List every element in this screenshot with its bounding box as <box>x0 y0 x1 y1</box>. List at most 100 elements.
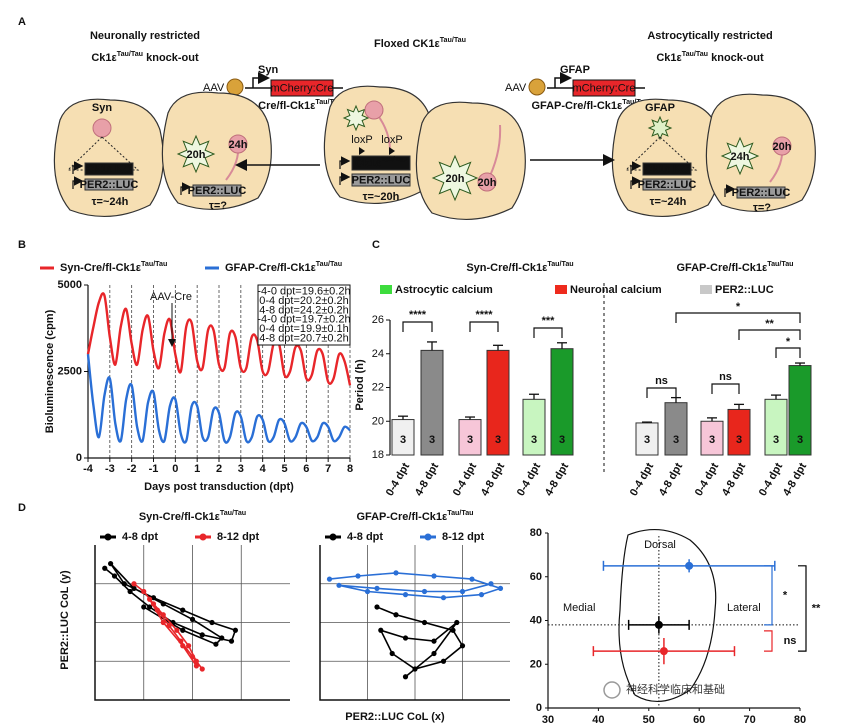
x-axis-label-part: Days post transduction (dpt) <box>144 481 294 493</box>
neuron-label: 20h <box>478 177 497 189</box>
trajectory-point <box>440 595 447 601</box>
n-label: 3 <box>736 434 742 446</box>
y-tick-label: 0 <box>76 452 82 464</box>
significance-label-part: * <box>783 589 788 601</box>
y-axis-label: Bioluminescence (cpm) <box>44 309 56 433</box>
n-label: 3 <box>673 434 679 446</box>
significance-bracket <box>533 327 563 338</box>
trajectory-point <box>166 623 172 629</box>
x-tick-label-part: 80 <box>794 714 806 726</box>
x-tick-label-part: 4 <box>260 463 267 475</box>
panel-letter-part: D <box>18 502 26 514</box>
period-label: -4-0 dpt=19.6±0.2h <box>257 285 350 297</box>
n-label-part: 3 <box>797 434 803 446</box>
x-tick-label: -1 <box>149 463 159 475</box>
astrocyte <box>176 134 216 174</box>
period-label-part: 4-8 dpt=24.2±0.2h <box>259 304 349 316</box>
legend-label-part: 8-12 dpt <box>217 531 260 543</box>
trajectory-point <box>228 638 235 644</box>
panel-letter: A <box>18 16 26 28</box>
star-label: 20h <box>446 173 465 185</box>
x-tick-label: 4-8 dpt <box>657 461 686 499</box>
annotation: Medial <box>563 602 595 614</box>
cell-label: Syn <box>92 102 112 114</box>
trajectory-point <box>180 607 186 613</box>
significance-bracket <box>646 387 677 398</box>
x-tick-label-part: 0-4 dpt <box>693 461 722 499</box>
bar <box>727 408 751 456</box>
annotation: Dorsal <box>644 539 676 551</box>
bar <box>764 398 788 456</box>
brain-outline <box>618 528 717 702</box>
group-title: GFAP-Cre/fl-Ck1εTau/Tau <box>676 260 793 274</box>
n-label: 3 <box>429 434 435 446</box>
x-tick-label: 0-4 dpt <box>628 461 657 499</box>
x-tick-label-part: 0-4 dpt <box>384 461 413 499</box>
panel-title-part: Floxed CK1ε <box>374 38 441 50</box>
brain <box>53 98 164 217</box>
trajectory-line <box>104 563 237 646</box>
panel-title: Syn-Cre/fl-Ck1εTau/Tau <box>139 509 246 523</box>
promoter-part: Syn <box>258 64 278 76</box>
panel-title-part: Neuronally restricted <box>90 30 200 42</box>
x-tick-label-part: 4-8 dpt <box>543 461 572 499</box>
y-tick-label-part: 18 <box>372 449 384 461</box>
panel-title-part: Tau/Tau <box>220 509 246 517</box>
panel-title: Ck1εTau/Tau knock-out <box>91 50 199 64</box>
cassette-label: mCherry:Cre <box>271 82 334 94</box>
gene-label: Ck1ε KO <box>645 163 690 175</box>
trajectory-point <box>180 643 186 649</box>
y-tick-label-part: 5000 <box>58 279 82 291</box>
significance-label-part: *** <box>542 315 556 327</box>
trajectory-point <box>393 570 399 576</box>
n-label: 3 <box>709 434 715 446</box>
x-tick-label-part: 4-8 dpt <box>413 461 442 499</box>
gene-label-part: PER2::LUC <box>732 187 791 199</box>
x-tick-label: 4-8 dpt <box>413 461 442 499</box>
significance-bracket <box>764 565 773 626</box>
neuron-label-part: 20h <box>478 177 497 189</box>
legend-label-part: GFAP-Cre/fl-Ck1ε <box>225 262 317 274</box>
x-tick-label-part: 0-4 dpt <box>515 461 544 499</box>
star-label-part: 20h <box>187 149 206 161</box>
trajectory-point <box>189 654 196 660</box>
x-tick-label: -2 <box>127 463 137 475</box>
trajectory-point <box>488 581 494 587</box>
cassette-label-part: mCherry:Cre <box>573 82 636 94</box>
promoter-arrow <box>630 176 642 189</box>
promoter-arrow <box>72 161 84 174</box>
x-tick-label: 4-8 dpt <box>479 461 508 499</box>
n-label: 3 <box>773 434 779 446</box>
legend-label: 8-12 dpt <box>442 531 485 543</box>
trajectory-point <box>459 588 466 595</box>
gene-label: PER2::LUC <box>80 179 139 191</box>
group-title-part: GFAP-Cre/fl-Ck1ε <box>676 262 768 274</box>
significance-label-part: * <box>786 336 791 348</box>
trajectory-point <box>147 604 153 610</box>
tau: τ=~24h <box>650 196 687 208</box>
x-tick-label-part: 4-8 dpt <box>657 461 686 499</box>
trajectory-point <box>454 619 460 626</box>
x-tick-label: 4 <box>260 463 267 475</box>
gene-label-part: PER2::LUC <box>352 174 411 186</box>
gene-box <box>642 178 692 191</box>
significance-label-part: ** <box>812 602 821 614</box>
panel-letter: B <box>18 239 26 251</box>
trajectory-point <box>147 596 153 602</box>
trajectory-point <box>402 592 409 598</box>
trajectory-point <box>160 619 166 626</box>
significance-label-part: * <box>736 301 741 313</box>
construct-label: AAV <box>203 82 225 94</box>
gene-label: PER2::LUC <box>352 174 411 186</box>
construct-label-part: AAV <box>203 82 225 94</box>
y-tick-label-part: 60 <box>530 571 542 583</box>
astrocyte <box>720 136 760 176</box>
tau: τ=~24h <box>92 196 129 208</box>
star-label-part: 24h <box>731 151 750 163</box>
legend-label-part: Astrocytic calcium <box>395 284 493 296</box>
gene-box <box>351 155 411 171</box>
x-tick-label: 5 <box>281 463 287 475</box>
trajectory-point <box>336 582 342 588</box>
panel-letter: D <box>18 502 26 514</box>
gene-box <box>192 184 242 197</box>
